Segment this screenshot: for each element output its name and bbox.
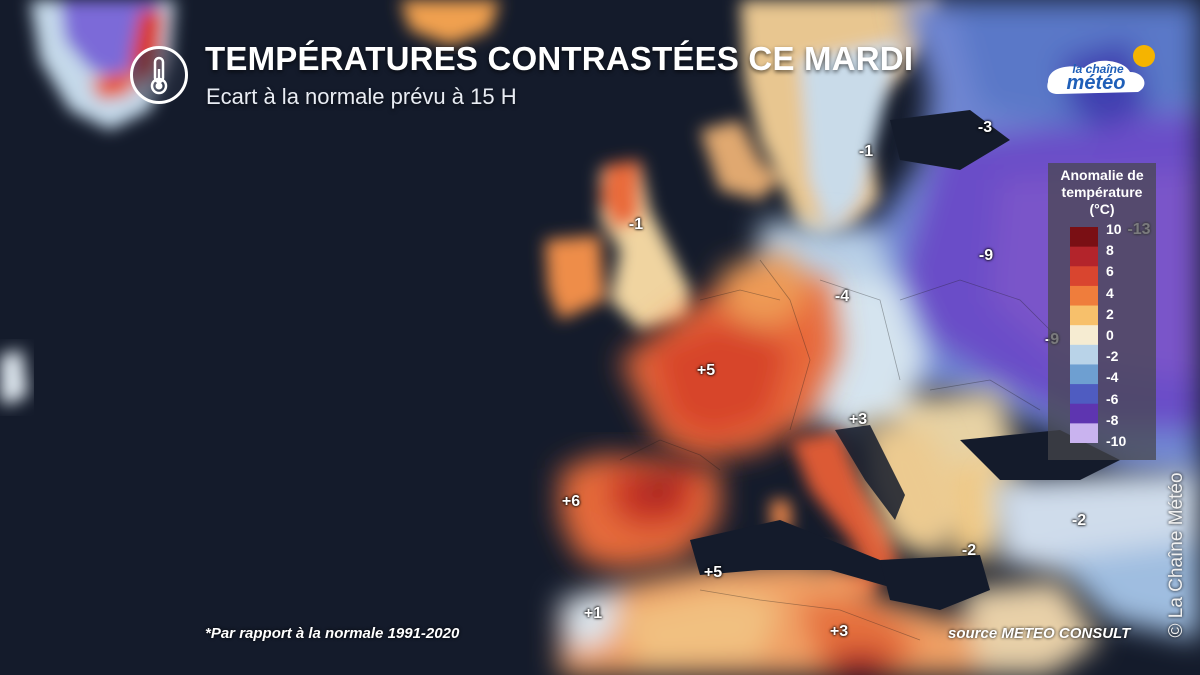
label-baltic: -3: [977, 119, 993, 136]
legend-tick-label: -4: [1106, 369, 1119, 386]
legend-title-line1: Anomalie de: [1060, 167, 1144, 183]
legend-tick-label: -8: [1106, 411, 1119, 428]
legend-tick-label: 2: [1106, 305, 1114, 322]
label-scandinavia: -1: [858, 143, 874, 160]
baltic-sea: [890, 110, 1010, 170]
legend-swatch: [1070, 246, 1098, 267]
legend: Anomalie de température (°C) 10 8 6 4 2 0 -2 -4…: [1048, 163, 1156, 460]
iceland: [400, 0, 500, 45]
legend-tick-label: 8: [1106, 242, 1114, 259]
label-greece: -2: [961, 542, 977, 559]
legend-swatch: [1070, 344, 1098, 365]
label-russia: -9: [978, 247, 994, 264]
legend-swatch: [1070, 325, 1098, 346]
iberian-peninsula: [560, 455, 720, 570]
legend-swatch: [1070, 384, 1098, 405]
legend-swatch: [1070, 364, 1098, 385]
thermometer-badge: [130, 46, 188, 104]
label-italy-north: +3: [848, 411, 868, 428]
legend-title-line2: température: [1061, 184, 1143, 200]
la-chaine-meteo-logo: la chaîne météo: [1047, 45, 1155, 94]
thermometer-icon: [150, 56, 168, 95]
legend-tick-label: 6: [1106, 263, 1114, 280]
legend-swatch: [1070, 285, 1098, 307]
label-morocco: +1: [583, 605, 603, 622]
scandinavia: [700, 0, 940, 240]
label-iberia: +6: [561, 493, 581, 510]
british-isles: [545, 160, 690, 330]
legend-title: Anomalie de température (°C): [1048, 167, 1156, 218]
page-title: TEMPÉRATURES CONTRASTÉES CE MARDI: [205, 40, 914, 77]
label-north-africa: +5: [703, 564, 723, 581]
logo-line2: météo: [1067, 72, 1126, 94]
legend-tick-label: -2: [1106, 348, 1119, 365]
label-libya: +3: [829, 623, 849, 640]
label-france: +5: [696, 362, 716, 379]
legend-swatch: [1070, 227, 1098, 248]
turkey: [990, 470, 1200, 640]
azores-islands: [0, 350, 28, 405]
legend-tick-label: -6: [1106, 390, 1119, 407]
legend-color-bar: [1070, 227, 1098, 443]
page-subtitle: Ecart à la normale prévu à 15 H: [206, 84, 517, 109]
label-poland: -4: [834, 288, 850, 305]
label-turkey: -2: [1071, 512, 1087, 529]
legend-swatch: [1070, 403, 1098, 424]
legend-tick-label: 4: [1106, 284, 1114, 301]
legend-tick-label: 10: [1106, 221, 1122, 237]
legend-title-line3: (°C): [1089, 201, 1115, 217]
legend-tick-label: -10: [1106, 433, 1127, 449]
north-africa: [560, 560, 1100, 675]
country-borders: [619, 259, 1061, 641]
western-europe: [620, 250, 840, 460]
source-credit: source METEO CONSULT: [948, 625, 1131, 642]
footnote: *Par rapport à la normale 1991-2020: [205, 625, 460, 642]
legend-tick-label: 0: [1106, 327, 1114, 343]
legend-swatch: [1070, 266, 1098, 287]
legend-swatch: [1070, 305, 1098, 326]
copyright: © La Chaîne Météo: [1166, 472, 1187, 638]
logo-line1: la chaîne: [1072, 62, 1124, 76]
label-north-sea-uk: -1: [628, 216, 644, 233]
legend-swatch: [1070, 423, 1098, 443]
